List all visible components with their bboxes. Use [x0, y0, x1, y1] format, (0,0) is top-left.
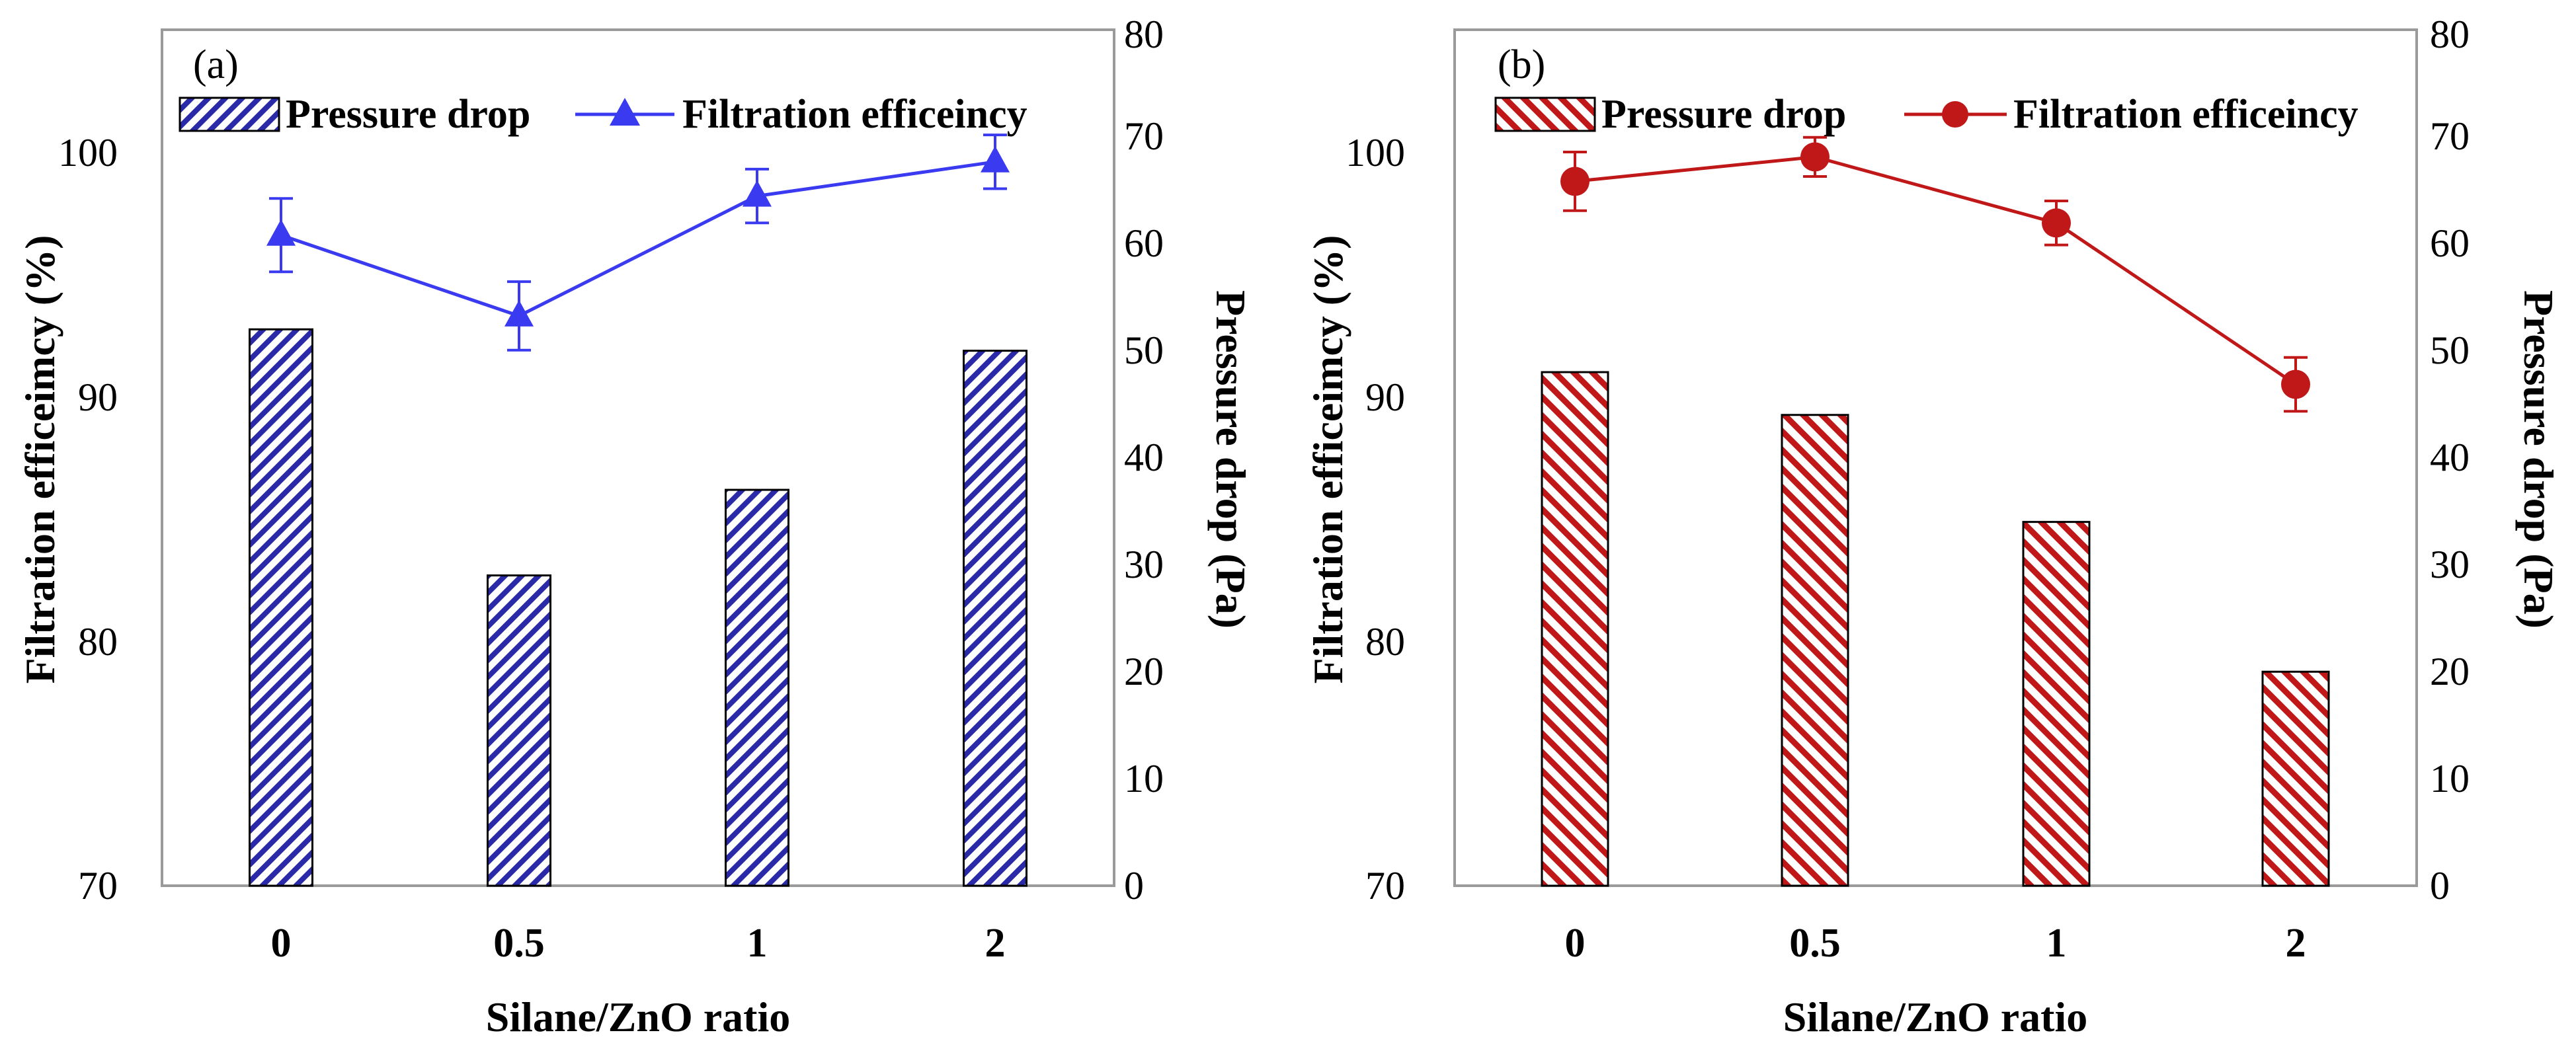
filtration-efficiency-line: [1574, 155, 2297, 386]
x-tick-label: 2: [985, 921, 1006, 966]
pressure-drop-bar: [1781, 414, 1849, 887]
pressure-drop-bar: [2022, 521, 2091, 887]
left-axis-ticks-b: 70 80 90 100: [1346, 131, 1405, 908]
x-tick-label: 1: [2046, 921, 2067, 966]
pressure-drop-bar: [1541, 371, 1609, 887]
pressure-drop-bar: [725, 488, 789, 887]
x-tick-label: 2: [2286, 921, 2306, 966]
efficiency-point-marker: [743, 180, 772, 207]
plot-area-b: [1453, 28, 2418, 887]
right-tick-label: 50: [2430, 329, 2470, 372]
x-tick-label: 0: [1565, 921, 1586, 966]
pressure-drop-bar: [249, 328, 313, 887]
legend-bar-label-b: Pressure drop: [1601, 92, 1846, 137]
right-tick-label: 30: [2430, 543, 2470, 586]
right-tick-label: 20: [2430, 650, 2470, 693]
right-axis-ticks-a: 0 10 20 30 40 50 60 70 80: [1124, 13, 1164, 908]
data-marks-a: [249, 134, 1027, 887]
left-tick-label: 90: [1365, 375, 1405, 419]
efficiency-point-marker: [266, 219, 296, 246]
left-axis-ticks-a: 70 80 90 100: [58, 131, 118, 908]
legend-line-label-a: Filtration efficeincy: [682, 92, 1027, 137]
x-tick-label: 0: [271, 921, 292, 966]
left-tick-label: 90: [78, 375, 118, 419]
x-tick-label: 0.5: [1789, 921, 1841, 966]
left-axis-title-b: Filtration efficeimcy (%): [1305, 235, 1351, 684]
pressure-drop-bar: [963, 350, 1027, 887]
data-marks-b: [1541, 136, 2330, 887]
right-tick-label: 80: [1124, 13, 1164, 56]
chart-panel-b: (b) Pressure drop Filtration efficeincy …: [1305, 13, 2562, 1040]
left-tick-label: 70: [1365, 864, 1405, 908]
left-tick-label: 100: [58, 131, 118, 174]
right-tick-label: 70: [2430, 114, 2470, 158]
efficiency-point-marker: [1800, 142, 1830, 172]
legend-line-label-b: Filtration efficeincy: [2013, 92, 2358, 137]
x-tick-label: 1: [747, 921, 768, 966]
pressure-drop-bar: [2261, 670, 2330, 887]
left-axis-title-a: Filtration efficeimcy (%): [17, 235, 63, 684]
right-tick-label: 40: [1124, 436, 1164, 479]
left-tick-label: 80: [1365, 620, 1405, 664]
left-tick-label: 80: [78, 620, 118, 664]
efficiency-point-marker: [2281, 369, 2310, 399]
legend-bar-swatch-a: [179, 97, 280, 132]
right-tick-label: 70: [1124, 114, 1164, 158]
panel-label-b: (b): [1498, 42, 1545, 87]
legend-circle-marker-b: [1942, 101, 1968, 128]
filtration-efficiency-line: [280, 160, 996, 318]
x-axis-ticks-b: 0 0.5 1 2: [1565, 921, 2306, 966]
right-axis-title-b: Pressure drop (Pa): [2515, 290, 2562, 629]
x-tick-label: 0.5: [493, 921, 545, 966]
legend-bar-label-a: Pressure drop: [286, 92, 530, 137]
right-tick-label: 60: [1124, 221, 1164, 265]
panel-label-a: (a): [193, 42, 239, 87]
right-tick-label: 0: [2430, 864, 2450, 908]
efficiency-point-marker: [981, 145, 1010, 173]
efficiency-point-marker: [1560, 167, 1590, 196]
pressure-drop-bar: [487, 574, 551, 887]
plot-area-a: [161, 28, 1115, 887]
chart-panel-a: (a) Pressure drop Filtration efficeincy …: [17, 13, 1254, 1040]
legend-triangle-marker-a: [610, 98, 640, 126]
right-tick-label: 40: [2430, 436, 2470, 479]
right-tick-label: 20: [1124, 650, 1164, 693]
right-tick-label: 50: [1124, 329, 1164, 372]
legend-a: Pressure drop Filtration efficeincy: [179, 92, 1027, 137]
legend-bar-swatch-b: [1494, 97, 1596, 132]
x-axis-ticks-a: 0 0.5 1 2: [271, 921, 1006, 966]
right-tick-label: 10: [2430, 757, 2470, 800]
x-axis-title-a: Silane/ZnO ratio: [486, 993, 791, 1040]
right-tick-label: 60: [2430, 221, 2470, 265]
right-axis-title-a: Pressure drop (Pa): [1207, 290, 1254, 629]
legend-b: Pressure drop Filtration efficeincy: [1494, 92, 2358, 137]
right-tick-label: 10: [1124, 757, 1164, 800]
right-tick-label: 0: [1124, 864, 1144, 908]
efficiency-point-marker: [504, 299, 534, 327]
efficiency-point-marker: [2042, 208, 2071, 238]
left-tick-label: 100: [1346, 131, 1405, 174]
x-axis-title-b: Silane/ZnO ratio: [1783, 993, 2088, 1040]
right-tick-label: 30: [1124, 543, 1164, 586]
right-axis-ticks-b: 0 10 20 30 40 50 60 70 80: [2430, 13, 2470, 908]
right-tick-label: 80: [2430, 13, 2470, 56]
left-tick-label: 70: [78, 864, 118, 908]
